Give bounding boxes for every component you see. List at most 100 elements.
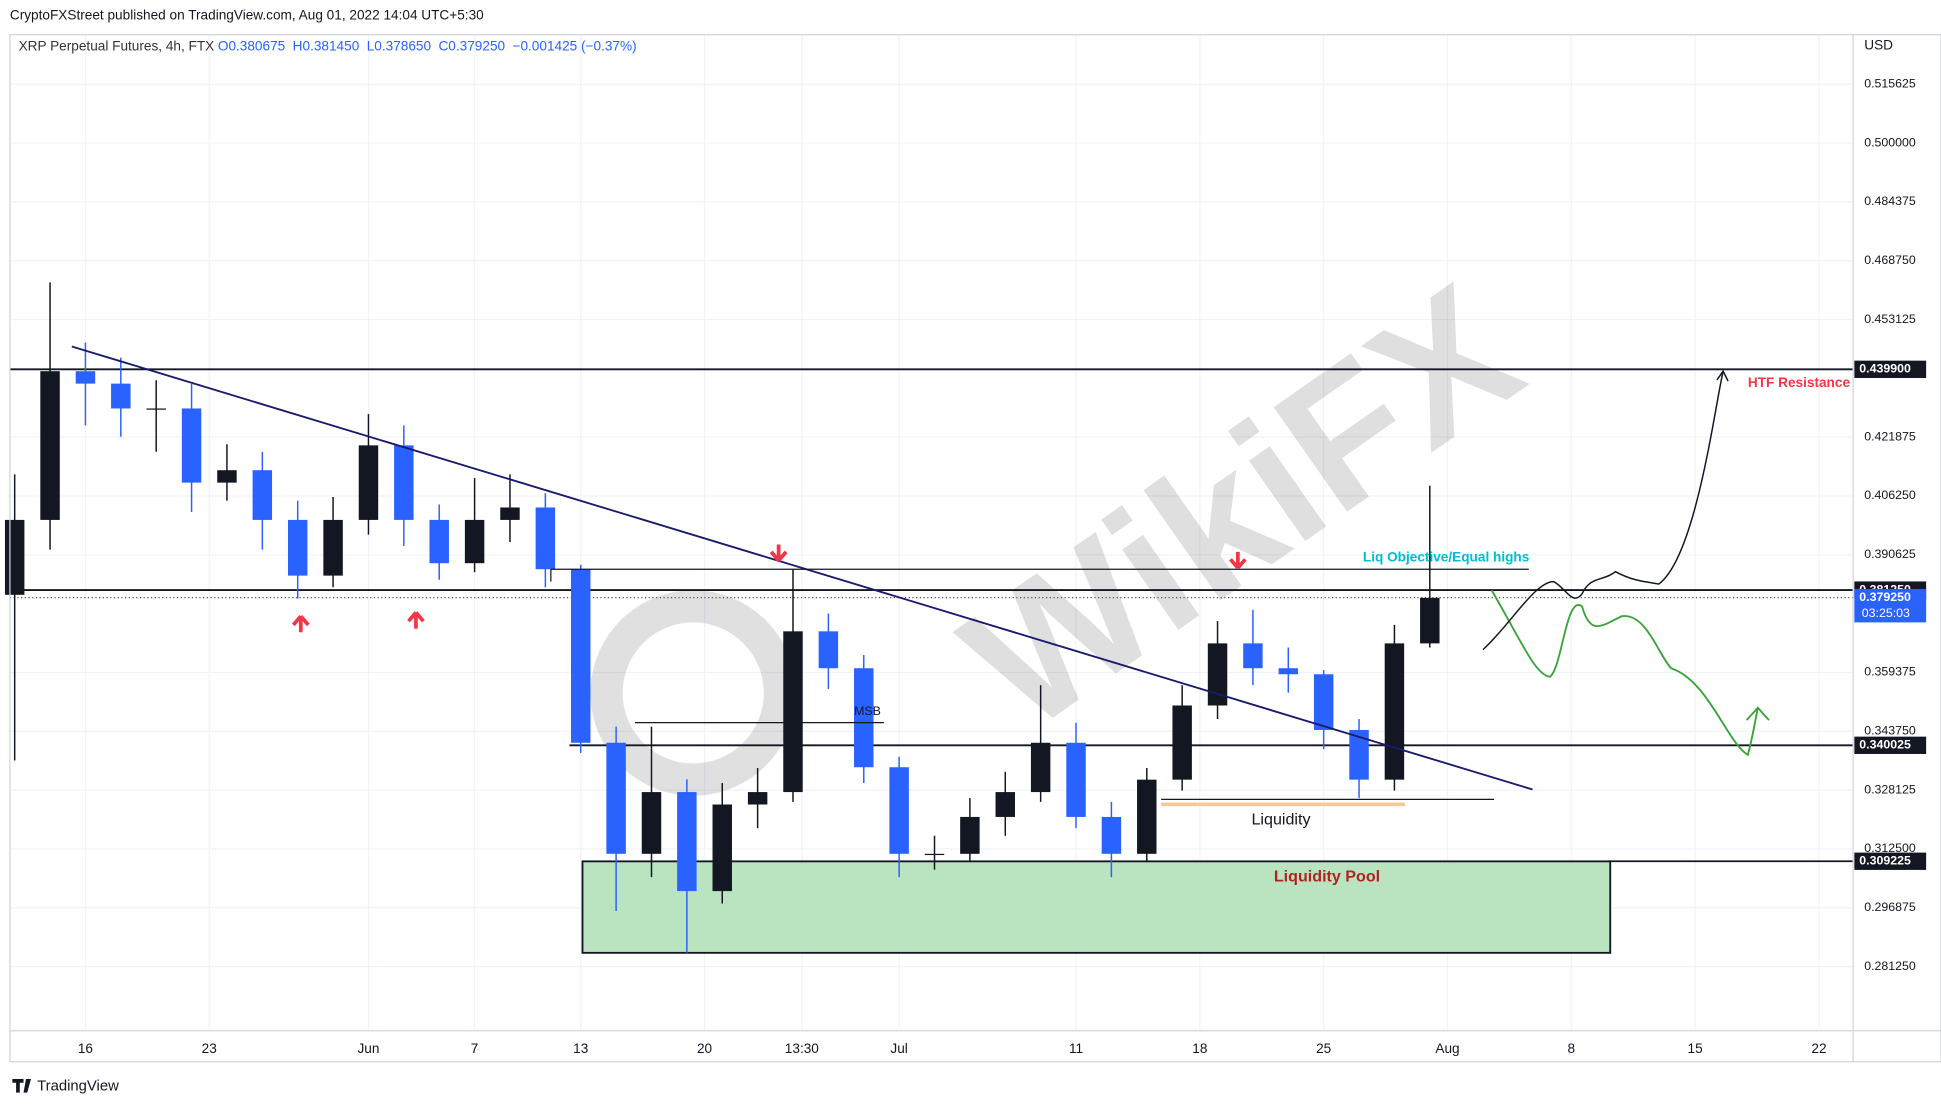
candle-body — [712, 804, 732, 892]
candle-body — [677, 792, 697, 892]
y-tick-label: 0.296875 — [1864, 900, 1916, 914]
x-tick-label: 13:30 — [785, 1041, 819, 1056]
y-tick-label: 0.328125 — [1864, 782, 1916, 796]
candle-body — [1243, 643, 1263, 669]
arrowhead-green — [1745, 706, 1770, 721]
candle-body — [1207, 643, 1228, 706]
candle-body — [1349, 729, 1369, 780]
candle-body — [146, 408, 166, 410]
y-tick-label: 0.390625 — [1864, 547, 1916, 561]
frame — [9, 34, 1941, 1063]
countdown: 03:25:03 — [1862, 606, 1910, 620]
candle-body — [1384, 643, 1405, 780]
x-tick-label: 18 — [1192, 1041, 1207, 1056]
x-tick-label: 22 — [1811, 1041, 1826, 1056]
candle-body — [323, 519, 343, 576]
candle-body — [1420, 597, 1440, 644]
annotation: Liq Objective/Equal highs — [1363, 550, 1530, 565]
ohlc-value: H0.381450 — [293, 39, 360, 54]
x-tick-label: Jul — [890, 1041, 907, 1056]
zone-label: Liquidity Pool — [1274, 868, 1380, 886]
x-tick-label: 23 — [202, 1041, 217, 1056]
ohlc-value: L0.378650 — [367, 39, 432, 54]
y-tick-label: 0.343750 — [1864, 724, 1916, 738]
projection-green — [1490, 589, 1759, 757]
ohlc-legend: O0.380675 H0.381450 L0.378650 C0.379250 −0.0… — [218, 39, 637, 54]
y-tick-label: 0.515625 — [1864, 77, 1916, 91]
x-tick-label: 16 — [78, 1041, 93, 1056]
candle-body — [1101, 816, 1122, 854]
candle-body — [606, 742, 626, 854]
y-tick-label: 0.484375 — [1864, 194, 1916, 208]
annotation: MSB — [854, 704, 881, 718]
level-label: 0.340025 — [1859, 738, 1911, 752]
candle-body — [854, 668, 874, 768]
candle-body — [783, 631, 803, 793]
candle-body — [287, 519, 308, 576]
x-tick-label: 7 — [471, 1041, 479, 1056]
red-arrow-down — [769, 544, 788, 562]
y-tick-label: 0.359375 — [1864, 665, 1916, 679]
y-tick-label: 0.406250 — [1864, 488, 1916, 502]
y-tick-label: 0.453125 — [1864, 312, 1916, 326]
candle-body — [924, 853, 945, 856]
currency: USD — [1864, 37, 1893, 52]
watermark-logo — [590, 590, 796, 796]
candle-body — [1030, 742, 1051, 793]
level-tag — [1854, 736, 1927, 754]
candle-body — [571, 569, 591, 743]
candle-body — [111, 383, 131, 409]
level-tag — [1854, 360, 1927, 378]
projection-black — [1482, 371, 1724, 651]
x-tick-label: Jun — [357, 1041, 379, 1056]
zone-layer — [581, 860, 1612, 954]
candle-body — [217, 470, 237, 483]
candle-body — [747, 792, 768, 805]
y-tick-label: 0.468750 — [1864, 253, 1916, 267]
red-arrow-up — [407, 611, 425, 629]
candle-body — [394, 445, 414, 520]
candle-body — [535, 507, 556, 570]
level-label: 0.309225 — [1859, 854, 1911, 868]
level-tag — [1854, 852, 1927, 870]
candle-body — [252, 470, 273, 520]
y-tick-label: 0.421875 — [1864, 429, 1916, 443]
tv-logo — [12, 1079, 31, 1093]
candle-body — [889, 767, 909, 854]
x-tick-label: 15 — [1688, 1041, 1703, 1056]
ohlc-value: O0.380675 — [218, 39, 285, 54]
candle-body — [181, 408, 202, 483]
x-tick-label: Aug — [1435, 1041, 1459, 1056]
candles-layer — [4, 282, 1440, 953]
liquidity-zone — [581, 860, 1612, 954]
annotation: HTF Resistance — [1748, 375, 1851, 390]
red-arrow-down — [1229, 551, 1247, 570]
ohlc-value: C0.379250 — [438, 39, 505, 54]
annotation: Liquidity — [1251, 811, 1310, 829]
y-tick-label: 0.500000 — [1864, 135, 1916, 149]
ohlc-value: −0.001425 (−0.37%) — [513, 39, 637, 54]
candle-body — [1313, 674, 1334, 730]
candle-body — [4, 519, 25, 595]
candle-body — [40, 371, 60, 520]
candle-body — [641, 792, 662, 854]
trendline — [71, 345, 1533, 791]
candle-body — [818, 631, 839, 669]
candle-body — [1278, 668, 1299, 675]
red-arrow-up — [291, 615, 310, 633]
candle-body — [1066, 742, 1086, 817]
candle-body — [429, 519, 449, 564]
last-price-label: 0.379250 — [1859, 590, 1911, 604]
symbol: XRP Perpetual Futures, 4h, FTX — [19, 39, 215, 54]
y-tick-label: 0.312500 — [1864, 841, 1916, 855]
candle-body — [500, 507, 520, 520]
y-tick-label: 0.281250 — [1864, 959, 1916, 973]
x-tick-label: 8 — [1568, 1041, 1576, 1056]
level-label: 0.439900 — [1859, 362, 1911, 376]
candle-body — [1137, 779, 1157, 854]
axes-layer: 0.281250 0.296875 0.312500 0.328125 0.343750… — [78, 77, 1927, 1056]
candle-body — [995, 792, 1015, 817]
x-tick-label: 11 — [1069, 1041, 1083, 1056]
candle-body — [464, 519, 485, 564]
